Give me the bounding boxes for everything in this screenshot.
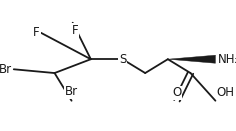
Text: Br: Br <box>0 63 12 76</box>
Text: Br: Br <box>65 85 78 98</box>
Text: F: F <box>33 26 40 39</box>
Text: S: S <box>119 53 126 66</box>
Text: NH₂: NH₂ <box>218 53 236 66</box>
Text: F: F <box>72 24 78 37</box>
Text: O: O <box>172 86 181 99</box>
Polygon shape <box>168 55 215 63</box>
Text: OH: OH <box>217 86 235 99</box>
